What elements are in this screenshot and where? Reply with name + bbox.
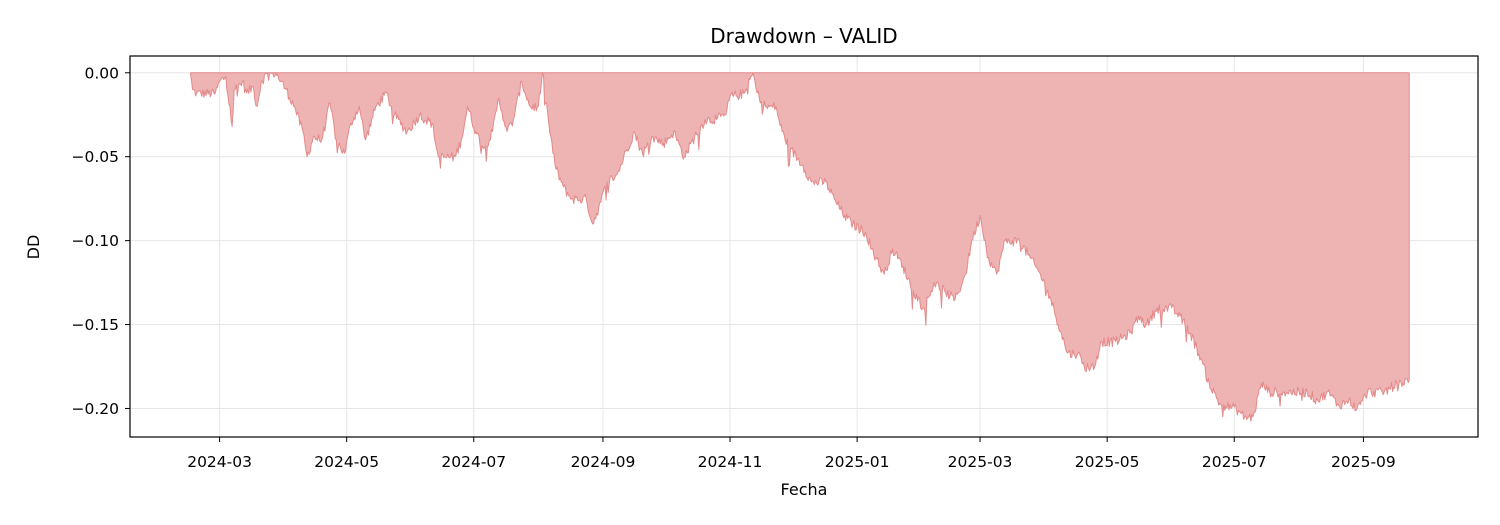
y-tick-label: −0.20: [72, 400, 120, 418]
chart-title: Drawdown – VALID: [710, 24, 897, 48]
y-axis-ticks: 0.00 −0.05 −0.10 −0.15 −0.20: [72, 64, 130, 418]
x-tick-label: 2024-03: [187, 453, 252, 471]
x-tick-label: 2025-05: [1075, 453, 1140, 471]
x-tick-label: 2025-01: [825, 453, 890, 471]
x-tick-label: 2024-05: [314, 453, 379, 471]
series-area: [189, 72, 1410, 422]
plot-frame: [129, 55, 1479, 438]
x-tick-label: 2024-07: [441, 453, 506, 471]
y-axis-label: DD: [24, 235, 43, 260]
x-axis-ticks: 2024-03 2024-05 2024-07 2024-09 2024-11 2025-…: [187, 437, 1396, 471]
x-axis-label: Fecha: [781, 480, 828, 499]
y-tick-label: −0.05: [72, 148, 120, 166]
x-tick-label: 2024-09: [571, 453, 636, 471]
x-tick-label: 2025-07: [1202, 453, 1267, 471]
drawdown-line: [189, 72, 1410, 422]
y-tick-label: −0.10: [72, 232, 120, 250]
y-tick-label: 0.00: [84, 64, 119, 82]
y-tick-label: −0.15: [72, 316, 120, 334]
drawdown-area-fill: [190, 72, 1410, 422]
x-tick-label: 2024-11: [698, 453, 763, 471]
x-tick-label: 2025-03: [948, 453, 1013, 471]
x-tick-label: 2025-09: [1331, 453, 1396, 471]
